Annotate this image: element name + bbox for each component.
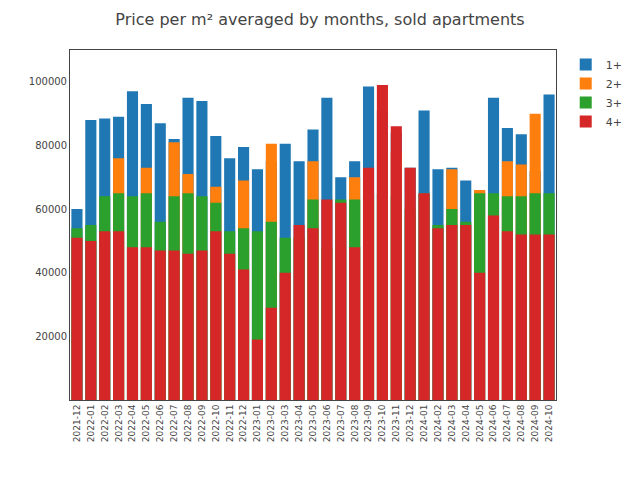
svg-text:2022-09: 2022-09 [197, 404, 207, 442]
svg-text:2024-05: 2024-05 [475, 405, 485, 443]
svg-text:2023-06: 2023-06 [322, 404, 332, 442]
svg-text:2023-08: 2023-08 [350, 404, 360, 442]
svg-text:2022-05: 2022-05 [141, 405, 151, 443]
svg-text:2022-01: 2022-01 [86, 405, 96, 443]
svg-text:2023-05: 2023-05 [308, 405, 318, 443]
svg-text:2024-06: 2024-06 [488, 404, 498, 442]
svg-text:60000: 60000 [35, 204, 67, 215]
svg-text:80000: 80000 [35, 140, 67, 151]
svg-text:2022-10: 2022-10 [211, 404, 221, 442]
svg-text:2022-08: 2022-08 [183, 404, 193, 442]
svg-text:2022-03: 2022-03 [114, 405, 124, 443]
svg-text:2022-11: 2022-11 [225, 405, 235, 443]
svg-text:2022-02: 2022-02 [100, 405, 110, 443]
svg-text:4+: 4+ [606, 116, 622, 129]
svg-text:Price per m² averaged by month: Price per m² averaged by months, sold ap… [115, 10, 524, 29]
svg-text:2024-07: 2024-07 [502, 405, 512, 443]
svg-text:2024-01: 2024-01 [419, 405, 429, 443]
svg-text:2023-02: 2023-02 [266, 405, 276, 443]
svg-text:2023-09: 2023-09 [363, 404, 373, 442]
svg-text:3+: 3+ [606, 97, 622, 110]
svg-text:2024-04: 2024-04 [461, 404, 471, 442]
svg-text:2023-11: 2023-11 [391, 405, 401, 443]
svg-text:2024-03: 2024-03 [447, 405, 457, 443]
svg-text:2023-10: 2023-10 [377, 404, 387, 442]
svg-text:2022-06: 2022-06 [155, 404, 165, 442]
svg-text:2022-12: 2022-12 [238, 405, 248, 443]
svg-text:2+: 2+ [606, 78, 622, 91]
svg-text:20000: 20000 [35, 331, 67, 342]
svg-text:2024-09: 2024-09 [530, 404, 540, 442]
svg-text:2023-07: 2023-07 [336, 405, 346, 443]
svg-text:2022-04: 2022-04 [127, 404, 137, 442]
svg-text:2023-12: 2023-12 [405, 405, 415, 443]
svg-text:2024-08: 2024-08 [516, 404, 526, 442]
svg-text:2023-03: 2023-03 [280, 405, 290, 443]
svg-text:2023-01: 2023-01 [252, 405, 262, 443]
svg-text:2022-07: 2022-07 [169, 405, 179, 443]
svg-text:2021-12: 2021-12 [72, 405, 82, 443]
svg-text:40000: 40000 [35, 267, 67, 278]
svg-text:2024-10: 2024-10 [544, 404, 554, 442]
svg-text:1+: 1+ [606, 59, 622, 72]
svg-text:2023-04: 2023-04 [294, 404, 304, 442]
svg-text:2024-02: 2024-02 [433, 405, 443, 443]
svg-text:100000: 100000 [29, 76, 67, 87]
